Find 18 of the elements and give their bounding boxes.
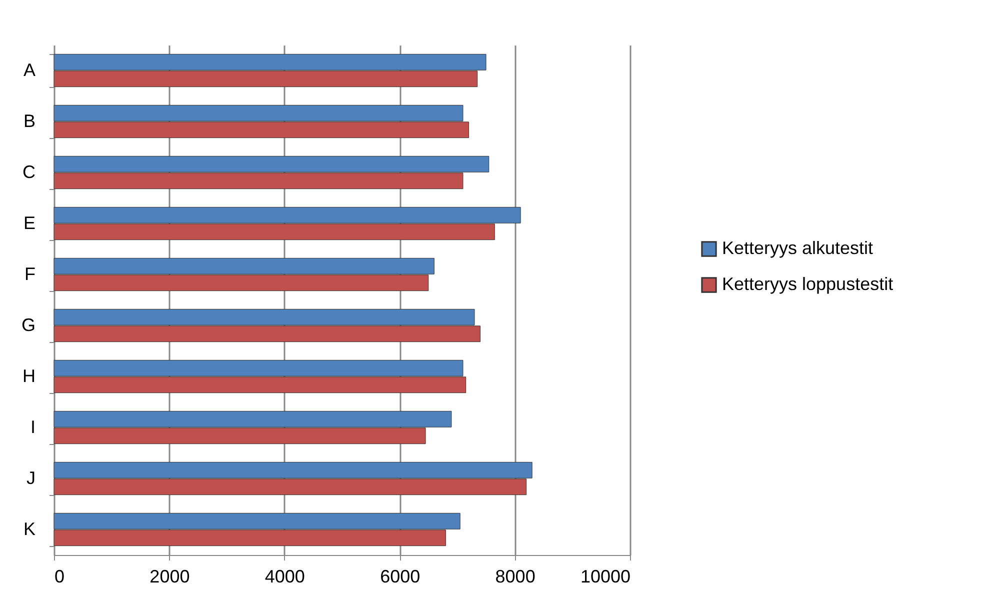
y-tick-label: G <box>21 315 36 335</box>
x-tick-label: 10000 <box>580 566 630 586</box>
legend-label: Ketteryys alkutestit <box>722 238 874 258</box>
x-tick-label: 4000 <box>264 566 305 586</box>
y-tick-label: F <box>24 264 36 284</box>
y-tick-label: E <box>23 213 36 233</box>
x-tick-label: 6000 <box>380 566 420 586</box>
y-tick-label: H <box>22 366 36 386</box>
y-tick-label: C <box>22 162 36 182</box>
y-tick-label: K <box>23 519 36 539</box>
x-tick-label: 8000 <box>495 566 536 586</box>
y-tick-label: J <box>26 468 36 488</box>
x-tick-label: 0 <box>54 566 65 586</box>
y-tick-label: I <box>30 417 36 437</box>
legend-label: Ketteryys loppustestit <box>722 274 894 294</box>
x-tick-label: 2000 <box>150 566 190 586</box>
y-tick-label: A <box>23 60 36 80</box>
y-tick-label: B <box>23 111 36 131</box>
